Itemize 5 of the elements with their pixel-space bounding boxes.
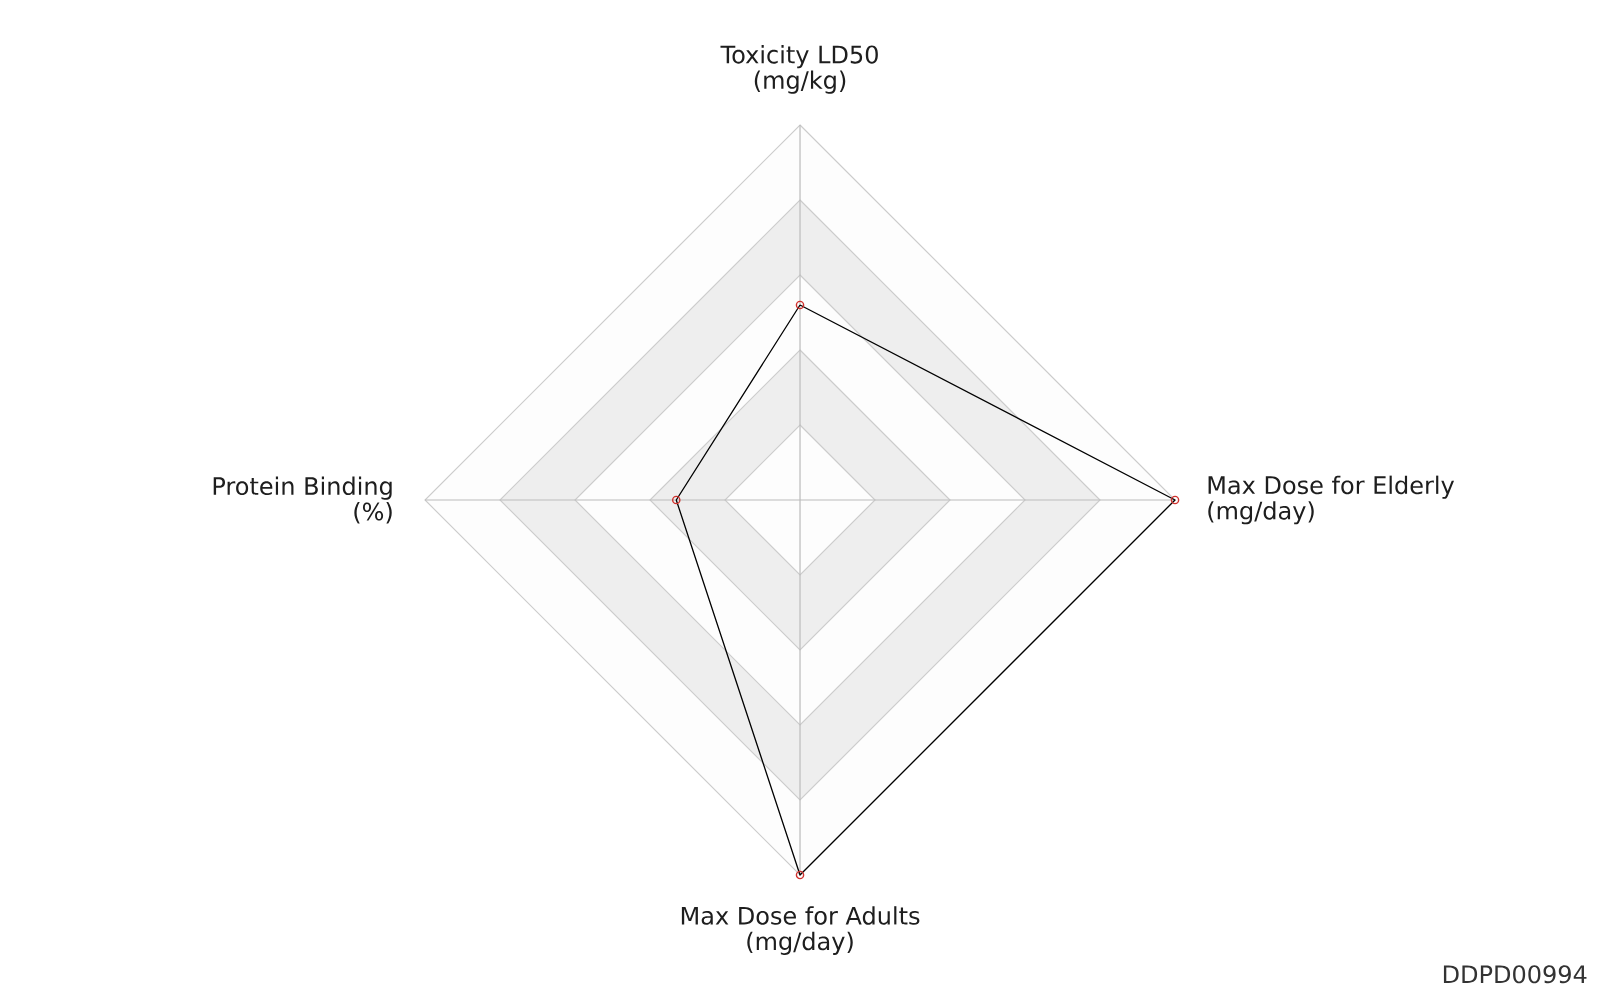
spoke-label: Protein Binding (%) [213, 476, 392, 524]
text: DDPD00994 [1443, 965, 1587, 984]
spoke-label: Max Dose for Elderly (mg/day) [1208, 475, 1455, 525]
spoke-label: Max Dose for Adults (mg/day) [681, 906, 920, 955]
spoke-label: Toxicity LD50 (mg/kg) [720, 45, 878, 94]
